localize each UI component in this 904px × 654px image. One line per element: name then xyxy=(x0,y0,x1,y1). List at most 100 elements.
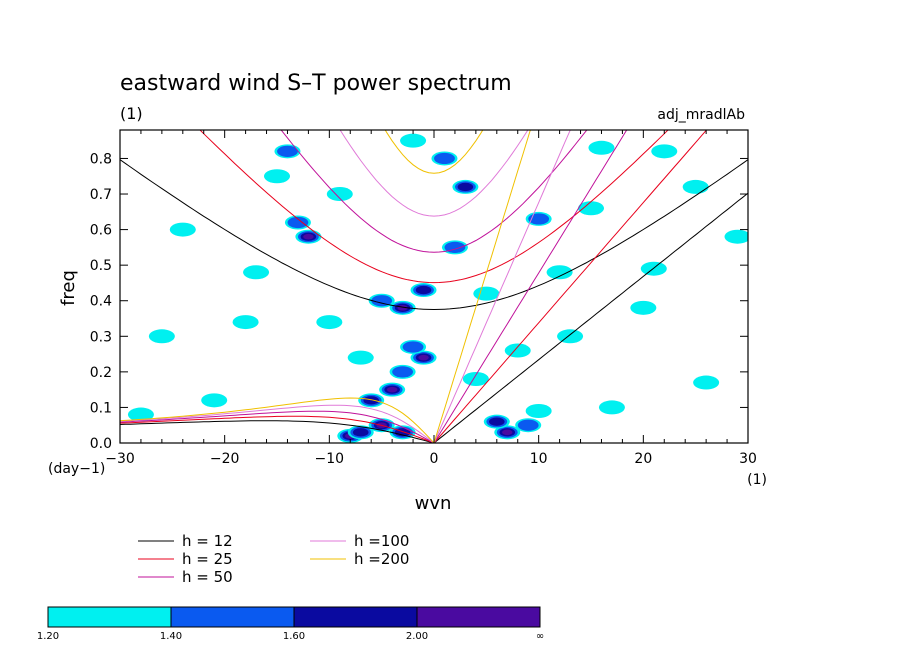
contour-blob xyxy=(473,286,500,301)
contour-blob xyxy=(400,133,427,148)
colorbar-cell xyxy=(170,606,295,628)
contour-blob xyxy=(264,169,290,184)
dispersion-curve xyxy=(199,130,669,284)
contour-blob xyxy=(402,341,424,353)
y-unit-label: (day−1) xyxy=(48,461,105,477)
dispersion-curve xyxy=(384,130,484,174)
dispersion-curve xyxy=(120,159,748,311)
contour-blob xyxy=(517,419,539,431)
x-tick-label: −30 xyxy=(105,451,135,467)
contour-blob xyxy=(724,229,748,244)
y-tick-label: 0.7 xyxy=(90,187,112,203)
legend-label: h = 25 xyxy=(182,550,233,568)
contour-blob xyxy=(598,400,625,415)
contour-blob xyxy=(693,375,720,390)
dispersion-curve xyxy=(120,397,435,443)
dispersion-curve xyxy=(433,130,628,443)
contour-blob xyxy=(546,265,573,280)
x-tick-label: 30 xyxy=(739,451,757,467)
contour-blob xyxy=(392,366,413,378)
colorbar-label: 1.20 xyxy=(37,631,59,642)
contour-blob xyxy=(588,140,615,155)
contour-blob xyxy=(326,187,353,202)
contour-blob xyxy=(528,213,550,225)
contour-blob xyxy=(371,295,393,307)
y-tick-label: 0.5 xyxy=(90,258,112,274)
contour-blob xyxy=(169,222,196,237)
contour-blob xyxy=(277,145,298,157)
contour-blob xyxy=(489,417,505,426)
contour-blob xyxy=(287,216,309,229)
contour-blob xyxy=(434,152,455,165)
contour-blob xyxy=(504,343,531,358)
dispersion-curve xyxy=(120,415,435,443)
chart-subtitle: (1) xyxy=(120,104,143,123)
contour-blob xyxy=(232,315,259,330)
x-tick-label: 0 xyxy=(430,451,439,467)
colorbar-cell xyxy=(293,606,418,628)
y-tick-label: 0.2 xyxy=(90,365,112,381)
contour-blob xyxy=(462,371,489,386)
contour-blob xyxy=(303,233,314,240)
colorbar-label: 1.40 xyxy=(160,631,182,642)
dispersion-curve xyxy=(433,130,708,443)
dispersion-curve xyxy=(433,130,531,443)
x-tick-label: −10 xyxy=(315,451,345,467)
contour-blob xyxy=(148,329,175,344)
contour-blob xyxy=(347,350,374,365)
contour-blob xyxy=(630,300,657,315)
dispersion-curve xyxy=(120,420,435,443)
dispersion-curve xyxy=(280,130,588,253)
y-tick-label: 0.3 xyxy=(90,329,112,345)
x-tick-label: −20 xyxy=(210,451,240,467)
x-axis: −30 −20 −10 0 10 20 30 xyxy=(105,130,757,467)
y-tick-label: 0.6 xyxy=(90,223,112,239)
contour-blob xyxy=(502,429,513,436)
x-axis-label: wvn xyxy=(415,493,452,514)
colorbar-label: 1.60 xyxy=(283,631,305,642)
contour-blob xyxy=(578,201,604,216)
y-tick-label: 0.1 xyxy=(90,400,112,416)
contour-blob xyxy=(386,386,398,393)
dispersion-curve xyxy=(120,410,435,443)
colorbar-label: ∞ xyxy=(536,631,544,642)
colorbar-cell xyxy=(47,606,172,628)
power-contours xyxy=(127,133,748,443)
legend-label: h =100 xyxy=(354,532,409,550)
legend-label: h = 50 xyxy=(182,568,233,586)
dispersion-curve xyxy=(120,404,435,443)
contour-blob xyxy=(415,285,432,295)
dispersion-curve xyxy=(433,192,748,443)
colorbar-label: 2.00 xyxy=(406,631,428,642)
dispersion-curve xyxy=(433,130,571,443)
contour-blob xyxy=(201,393,228,408)
legend-label: h = 12 xyxy=(182,532,233,550)
y-tick-label: 0.8 xyxy=(90,151,112,167)
contour-blob xyxy=(457,182,474,192)
y-tick-label: 0.4 xyxy=(90,294,112,310)
x-unit-label: (1) xyxy=(747,472,767,488)
contour-blob xyxy=(557,329,584,344)
y-tick-label: 0.0 xyxy=(90,436,112,452)
dispersion-curve xyxy=(339,130,529,217)
y-axis: 0.0 0.1 0.2 0.3 0.4 0.5 0.6 0.7 0.8 xyxy=(90,151,748,452)
contour-blob xyxy=(418,354,429,361)
contour-blob xyxy=(352,428,369,437)
contour-blob xyxy=(363,396,380,405)
x-tick-label: 20 xyxy=(634,451,652,467)
corner-label: adj_mradlAb xyxy=(657,107,745,123)
chart-title: eastward wind S–T power spectrum xyxy=(120,71,512,96)
colorbar-cell xyxy=(416,606,541,628)
dispersion-curves xyxy=(120,130,748,443)
legend-label: h =200 xyxy=(354,550,409,568)
contour-blob xyxy=(243,265,270,280)
contour-blob xyxy=(316,315,343,330)
contour-blob xyxy=(127,407,154,422)
contour-blob xyxy=(525,403,552,418)
contour-blob xyxy=(682,179,709,194)
y-axis-label: freq xyxy=(58,270,79,306)
x-tick-label: 10 xyxy=(530,451,548,467)
contour-blob xyxy=(651,144,678,159)
